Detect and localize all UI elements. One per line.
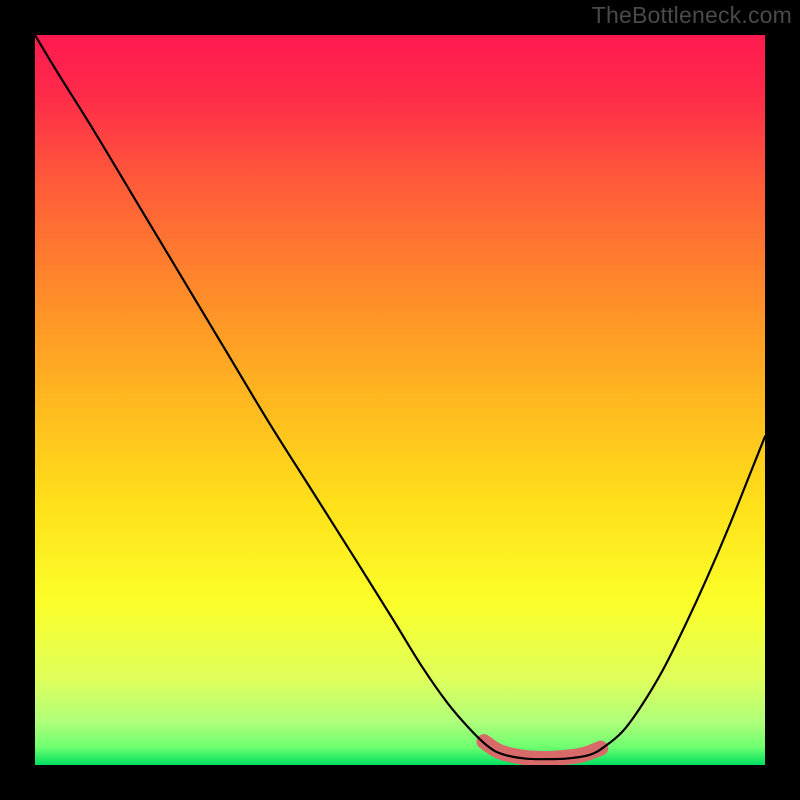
chart-svg bbox=[35, 35, 765, 765]
bottleneck-curve-chart bbox=[35, 35, 765, 765]
chart-background bbox=[35, 35, 765, 765]
watermark-label: TheBottleneck.com bbox=[592, 2, 792, 29]
